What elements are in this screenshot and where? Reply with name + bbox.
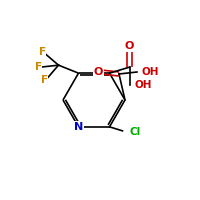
Text: N: N (74, 122, 83, 132)
Text: F: F (35, 62, 42, 72)
Text: OH: OH (142, 67, 160, 77)
Text: Cl: Cl (130, 127, 141, 137)
Text: O: O (125, 41, 134, 51)
Text: O: O (94, 67, 103, 77)
Text: F: F (39, 47, 46, 57)
Text: OH: OH (134, 80, 152, 90)
Text: F: F (41, 75, 48, 85)
